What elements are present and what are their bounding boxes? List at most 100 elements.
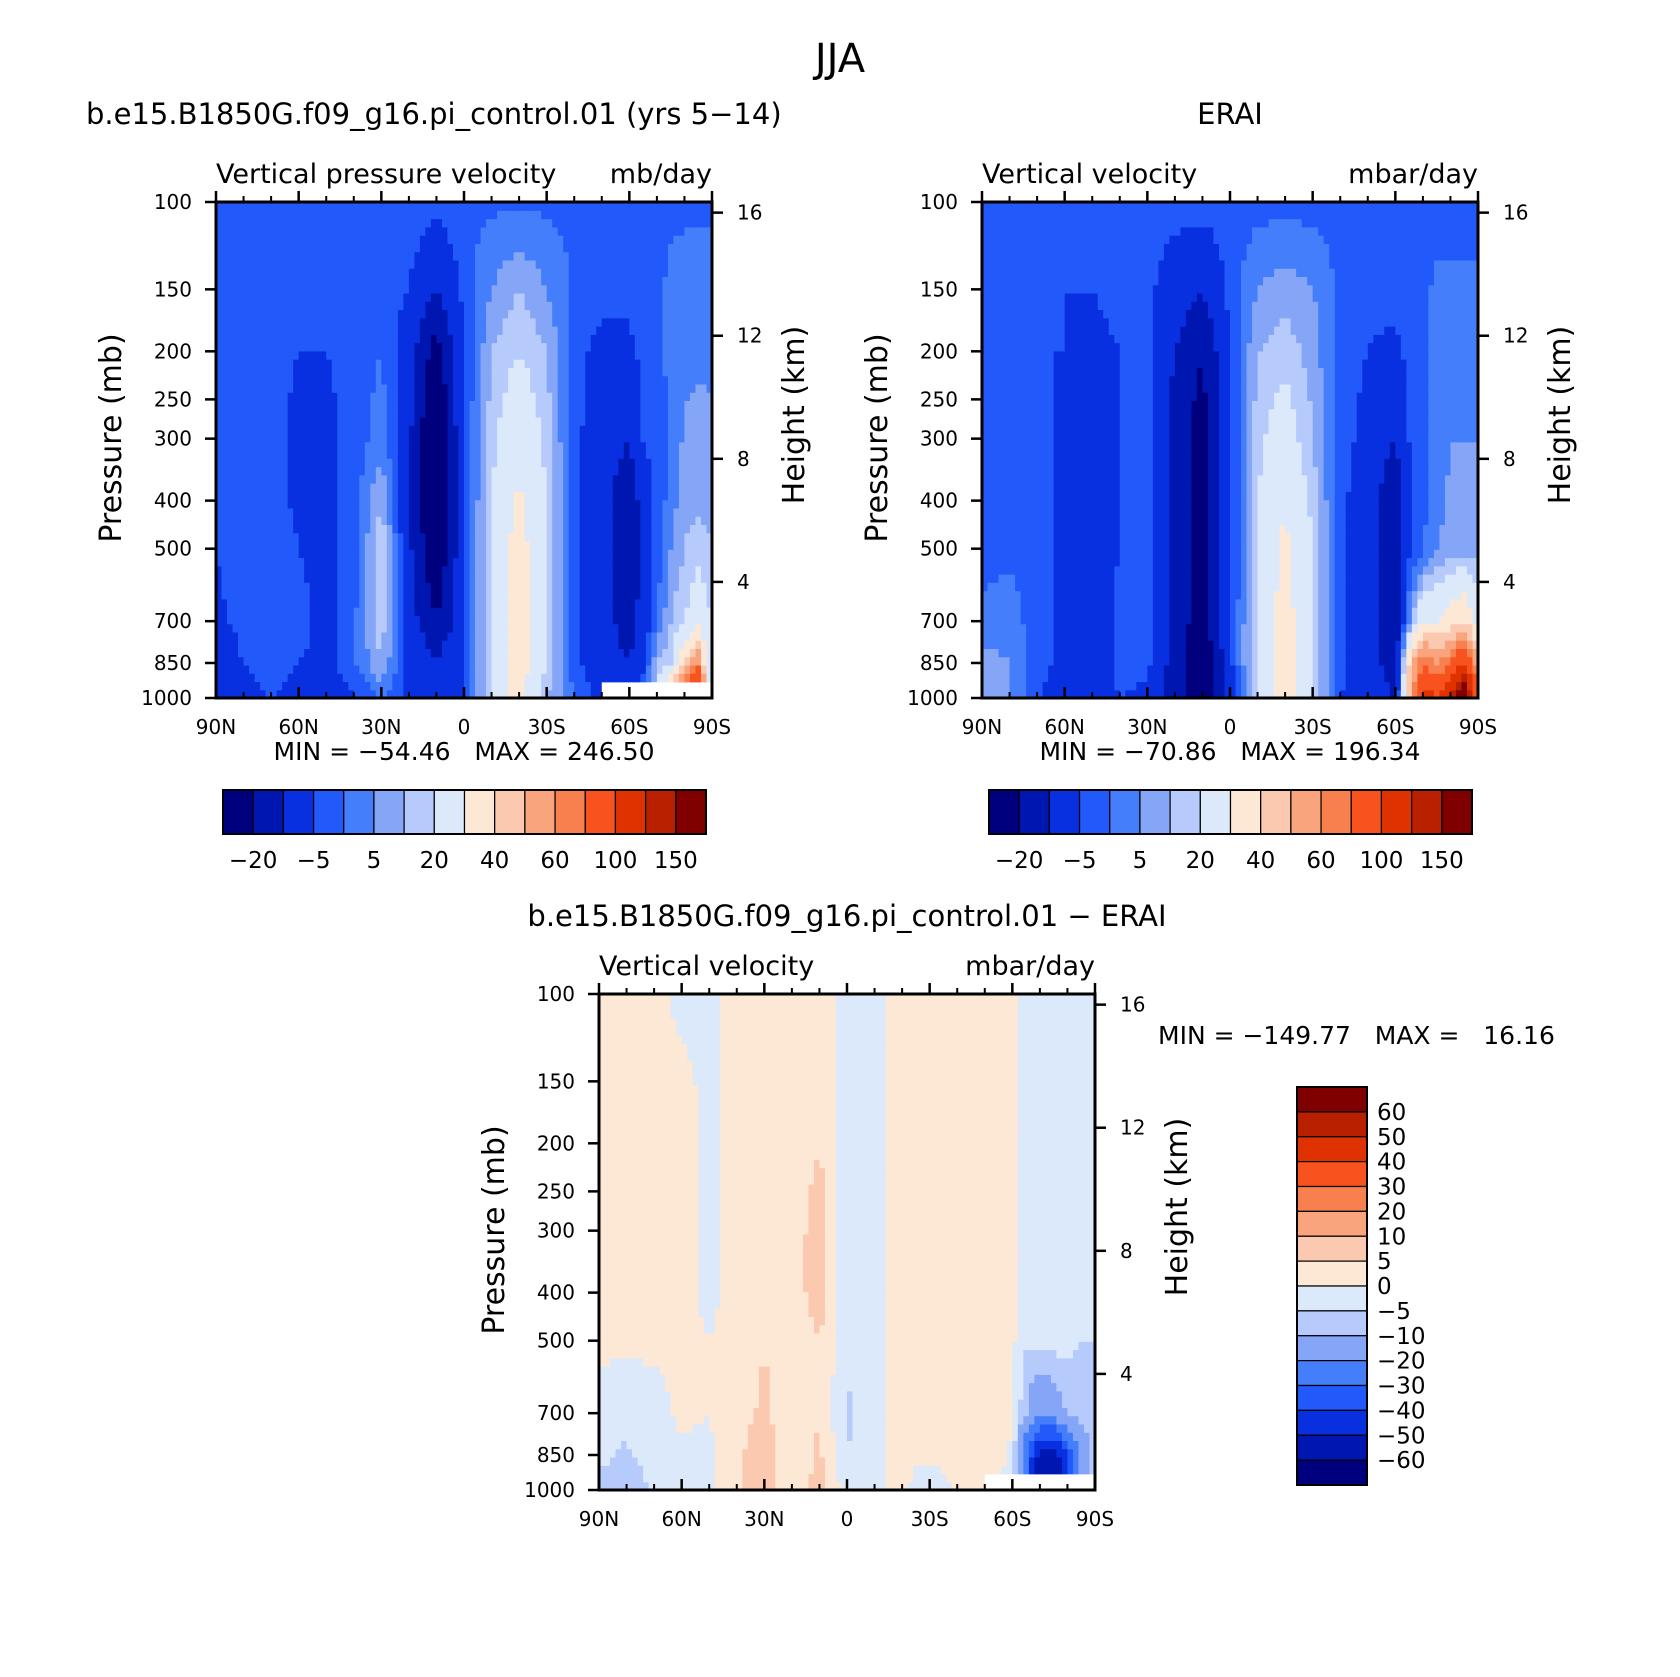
heatmap-cell — [640, 309, 647, 319]
heatmap-cell — [458, 425, 465, 435]
heatmap-cell — [601, 532, 608, 542]
heatmap-cell — [497, 342, 504, 352]
heatmap-cell — [342, 623, 349, 633]
heatmap-cell — [524, 259, 531, 269]
heatmap-cell — [546, 375, 553, 385]
heatmap-cell — [320, 251, 327, 261]
heatmap-cell — [695, 400, 702, 410]
heatmap-cell — [656, 483, 663, 492]
heatmap-cell — [260, 483, 267, 492]
heatmap-cell — [254, 607, 261, 616]
heatmap-cell — [508, 532, 515, 542]
heatmap-cell — [508, 408, 515, 418]
heatmap-cell — [574, 367, 581, 377]
heatmap-cell — [678, 499, 686, 509]
heatmap-cell — [579, 425, 586, 435]
heatmap-cell — [590, 309, 597, 319]
heatmap-cell — [469, 664, 476, 674]
heatmap-cell — [265, 640, 272, 649]
heatmap-cell — [486, 408, 493, 418]
heatmap-cell — [232, 433, 239, 443]
heatmap-cell — [298, 598, 305, 608]
heatmap-cell — [282, 334, 289, 344]
heatmap-cell — [386, 400, 393, 410]
heatmap-cell — [370, 491, 377, 501]
heatmap-cell — [408, 524, 415, 534]
heatmap-cell — [530, 317, 537, 327]
heatmap-cell — [348, 251, 355, 261]
heatmap-cell — [530, 367, 537, 377]
heatmap-cell — [348, 640, 355, 649]
heatmap-cell — [370, 317, 377, 327]
heatmap-cell — [309, 235, 316, 244]
heatmap-cell — [370, 499, 377, 509]
heatmap-cell — [436, 656, 443, 666]
heatmap-cell — [541, 466, 548, 476]
heatmap-cell — [574, 491, 581, 501]
heatmap-cell — [524, 334, 531, 344]
heatmap-cell — [651, 416, 658, 426]
heatmap-cell — [331, 664, 338, 674]
heatmap-cell — [634, 631, 641, 641]
heatmap-cell — [243, 532, 250, 542]
heatmap-cell — [436, 689, 443, 699]
heatmap-cell — [353, 590, 360, 600]
heatmap-cell — [458, 416, 465, 426]
heatmap-cell — [353, 359, 360, 368]
heatmap-cell — [530, 309, 537, 319]
heatmap-cell — [342, 590, 349, 600]
heatmap-cell — [304, 607, 311, 616]
heatmap-cell — [458, 582, 465, 592]
heatmap-cell — [430, 656, 438, 666]
heatmap-cell — [370, 259, 377, 269]
heatmap-cell — [491, 483, 498, 492]
heatmap-cell — [623, 516, 630, 525]
heatmap-cell — [612, 474, 619, 484]
heatmap-cell — [238, 474, 245, 484]
heatmap-cell — [276, 631, 283, 641]
heatmap-cell — [271, 664, 278, 674]
heatmap-cell — [491, 400, 498, 410]
heatmap-cell — [304, 631, 311, 641]
heatmap-cell — [287, 383, 294, 393]
heatmap-cell — [337, 640, 344, 649]
heatmap-cell — [678, 590, 686, 600]
heatmap-cell — [656, 656, 663, 666]
heatmap-cell — [282, 276, 289, 286]
heatmap-cell — [315, 334, 322, 344]
heatmap-cell — [607, 276, 614, 286]
heatmap-cell — [689, 400, 697, 410]
heatmap-cell — [353, 673, 360, 683]
heatmap-cell — [392, 640, 399, 649]
heatmap-cell — [337, 292, 344, 302]
heatmap-cell — [320, 367, 327, 377]
heatmap-cell — [618, 309, 625, 319]
heatmap-cell — [419, 425, 427, 435]
heatmap-cell — [326, 392, 333, 401]
heatmap-cell — [364, 441, 371, 451]
heatmap-cell — [243, 516, 250, 525]
heatmap-cell — [645, 516, 652, 525]
heatmap-cell — [700, 416, 708, 426]
heatmap-cell — [607, 499, 614, 509]
heatmap-cell — [464, 648, 471, 658]
heatmap-cell — [441, 607, 449, 616]
heatmap-cell — [486, 507, 493, 517]
heatmap-cell — [337, 466, 344, 476]
heatmap-cell — [563, 499, 570, 509]
heatmap-cell — [519, 309, 526, 319]
heatmap-cell — [309, 441, 316, 451]
heatmap-cell — [342, 334, 349, 344]
heatmap-cell — [535, 342, 542, 352]
heatmap-cell — [469, 623, 476, 633]
heatmap-cell — [706, 326, 713, 335]
heatmap-cell — [452, 433, 460, 443]
heatmap-cell — [535, 598, 542, 608]
heatmap-cell — [249, 524, 256, 534]
heatmap-cell — [552, 656, 559, 666]
heatmap-cell — [596, 574, 603, 583]
heatmap-cell — [497, 524, 504, 534]
heatmap-cell — [667, 350, 675, 360]
heatmap-cell — [678, 648, 686, 658]
heatmap-cell — [585, 681, 592, 691]
